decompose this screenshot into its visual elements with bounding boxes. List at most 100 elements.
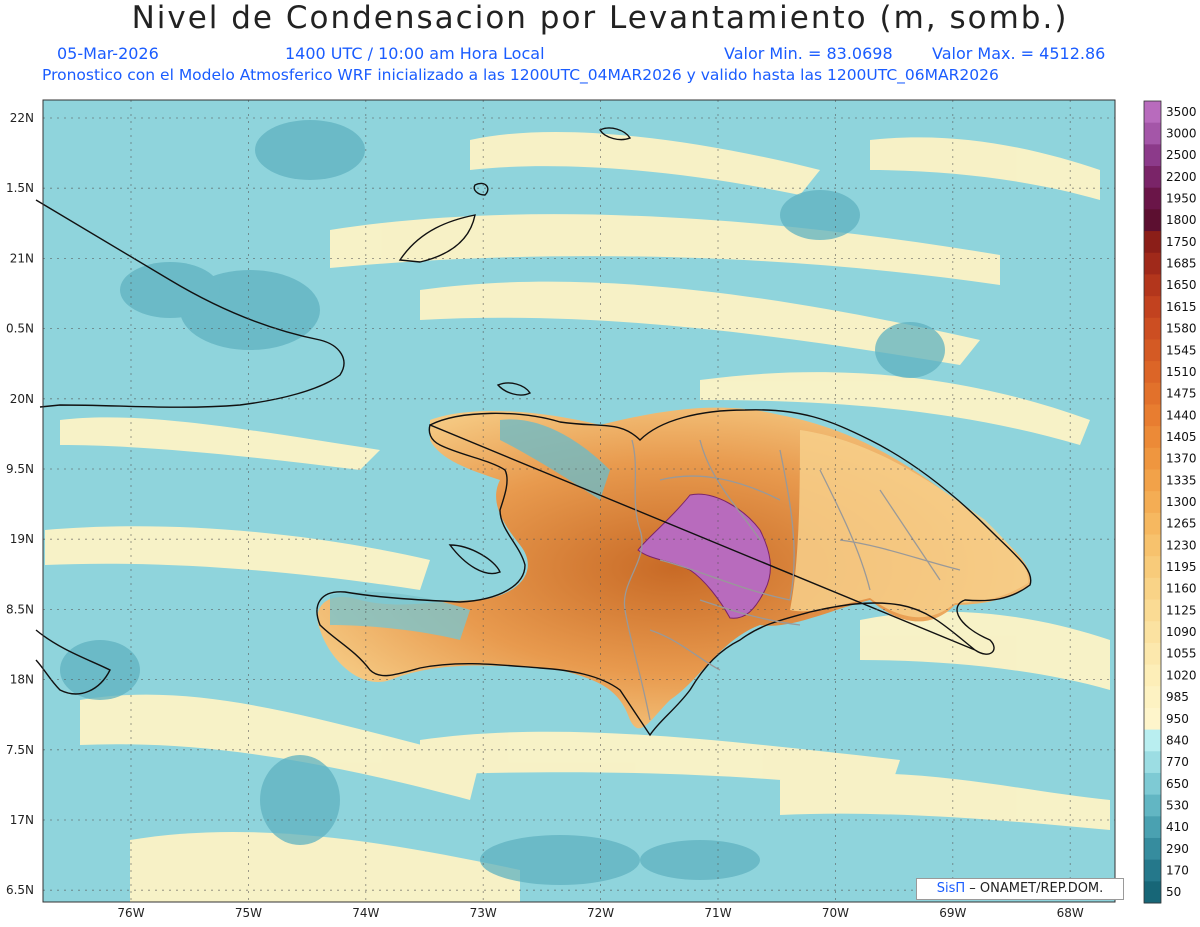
coastlines [35, 127, 1032, 737]
colorbar-swatch [1144, 382, 1161, 405]
colorbar-swatch [1144, 101, 1161, 124]
latitude-label: 19N [10, 532, 34, 546]
longitude-label: 70W [822, 906, 849, 920]
credit-text: – ONAMET/REP.DOM. [969, 881, 1104, 896]
colorbar-label: 1300 [1166, 495, 1197, 509]
colorbar-swatch [1144, 187, 1161, 210]
colorbar-label: 770 [1166, 755, 1189, 769]
colorbar-swatch [1144, 794, 1161, 817]
lcl-low-bands [45, 131, 1110, 902]
colorbar-swatch [1144, 686, 1161, 709]
colorbar-label: 50 [1166, 885, 1181, 899]
colorbar-label: 170 [1166, 863, 1189, 877]
longitude-label: 71W [704, 906, 731, 920]
latitude-label: 22N [10, 111, 34, 125]
eastern-land-pale [790, 430, 1029, 618]
longitude-label: 68W [1057, 906, 1084, 920]
colorbar-label: 1090 [1166, 625, 1197, 639]
credit-brand: SisΠ [936, 881, 966, 896]
map-frame [42, 99, 1116, 903]
colorbar-label: 1335 [1166, 473, 1197, 487]
colorbar-label: 1195 [1166, 560, 1197, 574]
forecast-time: 1400 UTC / 10:00 am Hora Local [285, 44, 545, 63]
min-value: Valor Min. = 83.0698 [724, 44, 893, 63]
colorbar-swatch [1144, 751, 1161, 774]
colorbar-label: 1160 [1166, 582, 1197, 596]
longitude-label: 72W [587, 906, 614, 920]
colorbar-label: 3500 [1166, 105, 1197, 119]
colorbar-swatch [1144, 772, 1161, 796]
colorbar: 3500 3000 2500 2200 1950 1800 1750 1685 1650 1615… [1143, 100, 1197, 904]
colorbar-swatch [1144, 317, 1161, 340]
colorbar-label: 3000 [1166, 127, 1197, 141]
colorbar-swatch [1144, 512, 1161, 536]
colorbar-swatch [1144, 339, 1161, 362]
colorbar-label: 1475 [1166, 387, 1197, 401]
central-teal-ridge [500, 419, 610, 500]
colorbar-swatch [1144, 166, 1161, 189]
colorbar-swatch [1144, 469, 1161, 492]
colorbar-label: 1440 [1166, 408, 1197, 422]
latitude-label: 0.5N [6, 322, 34, 336]
colorbar-swatch [1144, 447, 1161, 470]
longitude-labels: 76W 75W 74W 73W 72W 71W 70W 69W 68W [117, 906, 1083, 920]
colorbar-label: 1580 [1166, 322, 1197, 336]
colorbar-swatch [1144, 252, 1161, 275]
latitude-label: 9.5N [6, 462, 34, 476]
colorbar-label: 985 [1166, 690, 1189, 704]
colorbar-label: 1750 [1166, 235, 1197, 249]
grid-lines [43, 100, 1115, 902]
colorbar-label: 650 [1166, 777, 1189, 791]
latitude-labels: 22N 1.5N 21N 0.5N 20N 9.5N 19N 8.5N 18N 7.5N 17N 6.… [6, 111, 34, 897]
colorbar-swatch [1144, 859, 1161, 882]
credit-box: SisΠ – ONAMET/REP.DOM. [916, 878, 1124, 900]
colorbar-swatch [1144, 426, 1161, 449]
latitude-label: 7.5N [6, 743, 34, 757]
colorbar-label: 1370 [1166, 452, 1197, 466]
colorbar-label: 530 [1166, 798, 1189, 812]
colorbar-label: 840 [1166, 733, 1189, 747]
colorbar-swatch [1144, 534, 1161, 557]
colorbar-swatch [1144, 577, 1161, 601]
colorbar-swatch [1144, 642, 1161, 666]
latitude-label: 17N [10, 813, 34, 827]
colorbar-swatch [1144, 816, 1161, 839]
colorbar-label: 1950 [1166, 192, 1197, 206]
colorbar-label: 1265 [1166, 517, 1197, 531]
colorbar-label: 2200 [1166, 170, 1197, 184]
colorbar-label: 1055 [1166, 647, 1197, 661]
max-value: Valor Max. = 4512.86 [932, 44, 1106, 63]
latitude-label: 20N [10, 392, 34, 406]
longitude-label: 73W [470, 906, 497, 920]
colorbar-swatch [1144, 599, 1161, 622]
forecast-date: 05-Mar-2026 [57, 44, 159, 63]
colorbar-swatch [1144, 274, 1161, 297]
colorbar-swatch [1144, 296, 1161, 319]
model-description: Pronostico con el Modelo Atmosferico WRF… [42, 66, 999, 84]
southwest-teal [330, 591, 470, 640]
colorbar-label: 1650 [1166, 278, 1197, 292]
colorbar-swatch [1144, 621, 1161, 644]
latitude-label: 6.5N [6, 883, 34, 897]
colorbar-swatch [1144, 144, 1161, 167]
colorbar-swatch [1144, 664, 1161, 687]
colorbar-label: 1615 [1166, 300, 1197, 314]
map-title: Nivel de Condensacion por Levantamiento … [131, 0, 1069, 36]
lcl-high-moist-patches [60, 120, 945, 885]
colorbar-swatch [1144, 122, 1161, 145]
colorbar-swatch [1144, 729, 1161, 752]
colorbar-label: 290 [1166, 842, 1189, 856]
colorbar-swatch [1144, 491, 1161, 514]
province-borders [623, 439, 961, 721]
colorbar-label: 1545 [1166, 343, 1197, 357]
colorbar-swatch [1144, 209, 1161, 232]
colorbar-swatch [1144, 837, 1161, 861]
longitude-label: 74W [352, 906, 379, 920]
colorbar-label: 410 [1166, 820, 1189, 834]
colorbar-swatch [1144, 881, 1161, 904]
longitude-label: 75W [235, 906, 262, 920]
colorbar-swatch [1144, 404, 1161, 427]
colorbar-swatch [1144, 361, 1161, 384]
colorbar-swatch [1144, 231, 1161, 254]
